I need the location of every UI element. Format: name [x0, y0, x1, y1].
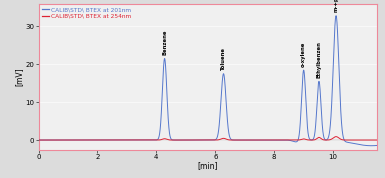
Text: o-xylene: o-xylene: [301, 41, 306, 67]
Y-axis label: [mV]: [mV]: [15, 67, 24, 86]
X-axis label: [min]: [min]: [198, 161, 218, 170]
Text: Ethylbenzen: Ethylbenzen: [316, 41, 321, 78]
Text: Benzene: Benzene: [162, 30, 167, 56]
Text: Toluene: Toluene: [221, 48, 226, 71]
Legend: CALIB\STD\ BTEX at 201nm, CALIB\STD\ BTEX at 254nm: CALIB\STD\ BTEX at 201nm, CALIB\STD\ BTE…: [42, 6, 132, 19]
Text: m-+p-xylene: m-+p-xylene: [333, 0, 338, 12]
